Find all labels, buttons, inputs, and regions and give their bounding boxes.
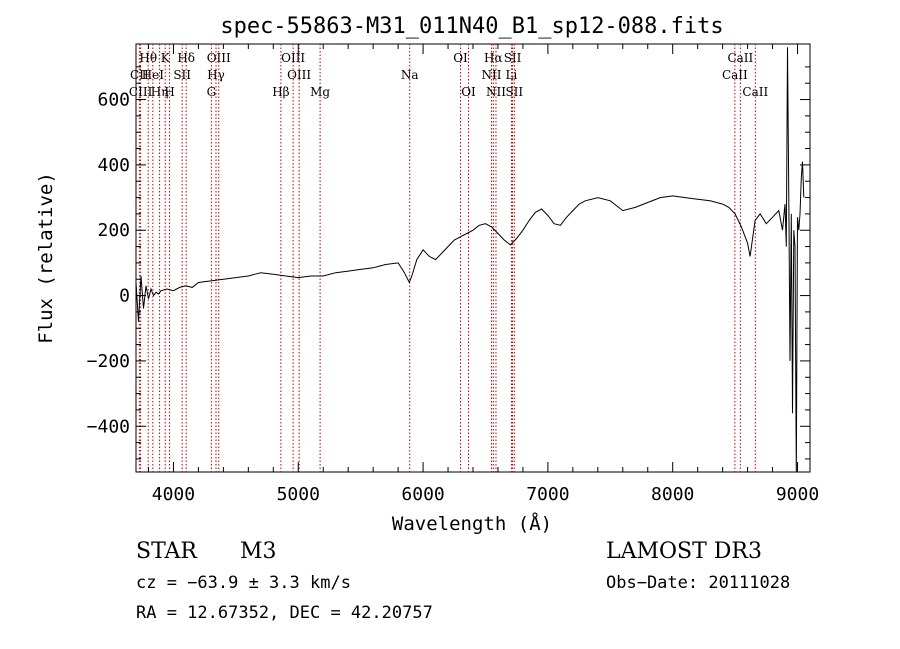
coordinates: RA = 12.67352, DEC = 42.20757 <box>136 603 433 623</box>
y-tick-label-5: 600 <box>97 90 130 111</box>
line-label-6: H <box>164 85 174 99</box>
y-tick-label-0: −400 <box>87 416 130 437</box>
survey-name: LAMOST DR3 <box>606 539 762 564</box>
line-label-18: OI <box>461 85 476 99</box>
line-label-20: NII <box>481 68 501 82</box>
line-label-11: G <box>207 85 217 99</box>
line-label-16: Na <box>401 68 419 82</box>
line-label-9: OIII <box>207 51 231 65</box>
line-label-19: Hα <box>484 51 503 65</box>
y-tick-label-3: 200 <box>97 220 130 241</box>
line-label-27: CaII <box>742 85 768 99</box>
line-label-23: Li <box>506 68 518 82</box>
line-label-2: CIII <box>129 85 153 99</box>
line-label-3: HeI <box>142 68 165 82</box>
x-tick-label-0: 4000 <box>152 484 195 505</box>
plot-frame <box>135 43 811 473</box>
emission-line-markers <box>138 44 756 472</box>
line-label-25: CaII <box>727 51 753 65</box>
y-axis-label: Flux (relative) <box>35 172 57 344</box>
line-label-1: CII <box>130 68 149 82</box>
line-label-8: Hδ <box>177 51 195 65</box>
redshift-cz: cz = −63.9 ± 3.3 km/s <box>136 573 351 593</box>
line-label-13: OIII <box>281 51 305 65</box>
line-label-21: NII <box>486 85 506 99</box>
x-tick-label-4: 8000 <box>651 484 694 505</box>
x-tick-label-2: 6000 <box>401 484 444 505</box>
line-label-7: SII <box>173 68 191 82</box>
line-label-10: Hγ <box>207 68 225 82</box>
object-type: STAR <box>136 539 197 564</box>
line-label-17: OI <box>453 51 468 65</box>
x-tick-label-1: 5000 <box>277 484 320 505</box>
line-label-4: Hη <box>151 85 169 99</box>
line-label-22: SII <box>504 51 522 65</box>
spectral-subclass: M3 <box>240 539 277 564</box>
line-label-14: OIII <box>287 68 311 82</box>
line-label-15: Mg <box>310 85 330 99</box>
line-label-26: CaII <box>722 68 748 82</box>
x-tick-label-3: 7000 <box>526 484 569 505</box>
line-label-12: Hβ <box>272 85 289 99</box>
line-label-24: SII <box>505 85 523 99</box>
spectrum-line <box>135 47 805 473</box>
y-tick-label-4: 400 <box>97 155 130 176</box>
x-tick-label-5: 9000 <box>776 484 819 505</box>
y-axis-ticks: −400 −200 0 200 400 600 <box>87 66 810 460</box>
x-axis-label: Wavelength (Å) <box>392 512 552 535</box>
observation-date: Obs−Date: 20111028 <box>606 573 791 593</box>
line-label-5: K <box>161 51 171 65</box>
line-label-0: Hθ <box>139 51 157 65</box>
emission-line-labels: Hθ CII CIII HeI Hη K H SII Hδ OIII Hγ G Hβ OIII OIII Mg… <box>129 51 769 99</box>
chart-title: spec-55863-M31_011N40_B1_sp12-088.fits <box>220 14 723 39</box>
y-tick-label-1: −200 <box>87 351 130 372</box>
y-tick-label-2: 0 <box>119 286 130 307</box>
x-axis-ticks: 4000 5000 6000 7000 8000 9000 <box>147 44 819 505</box>
